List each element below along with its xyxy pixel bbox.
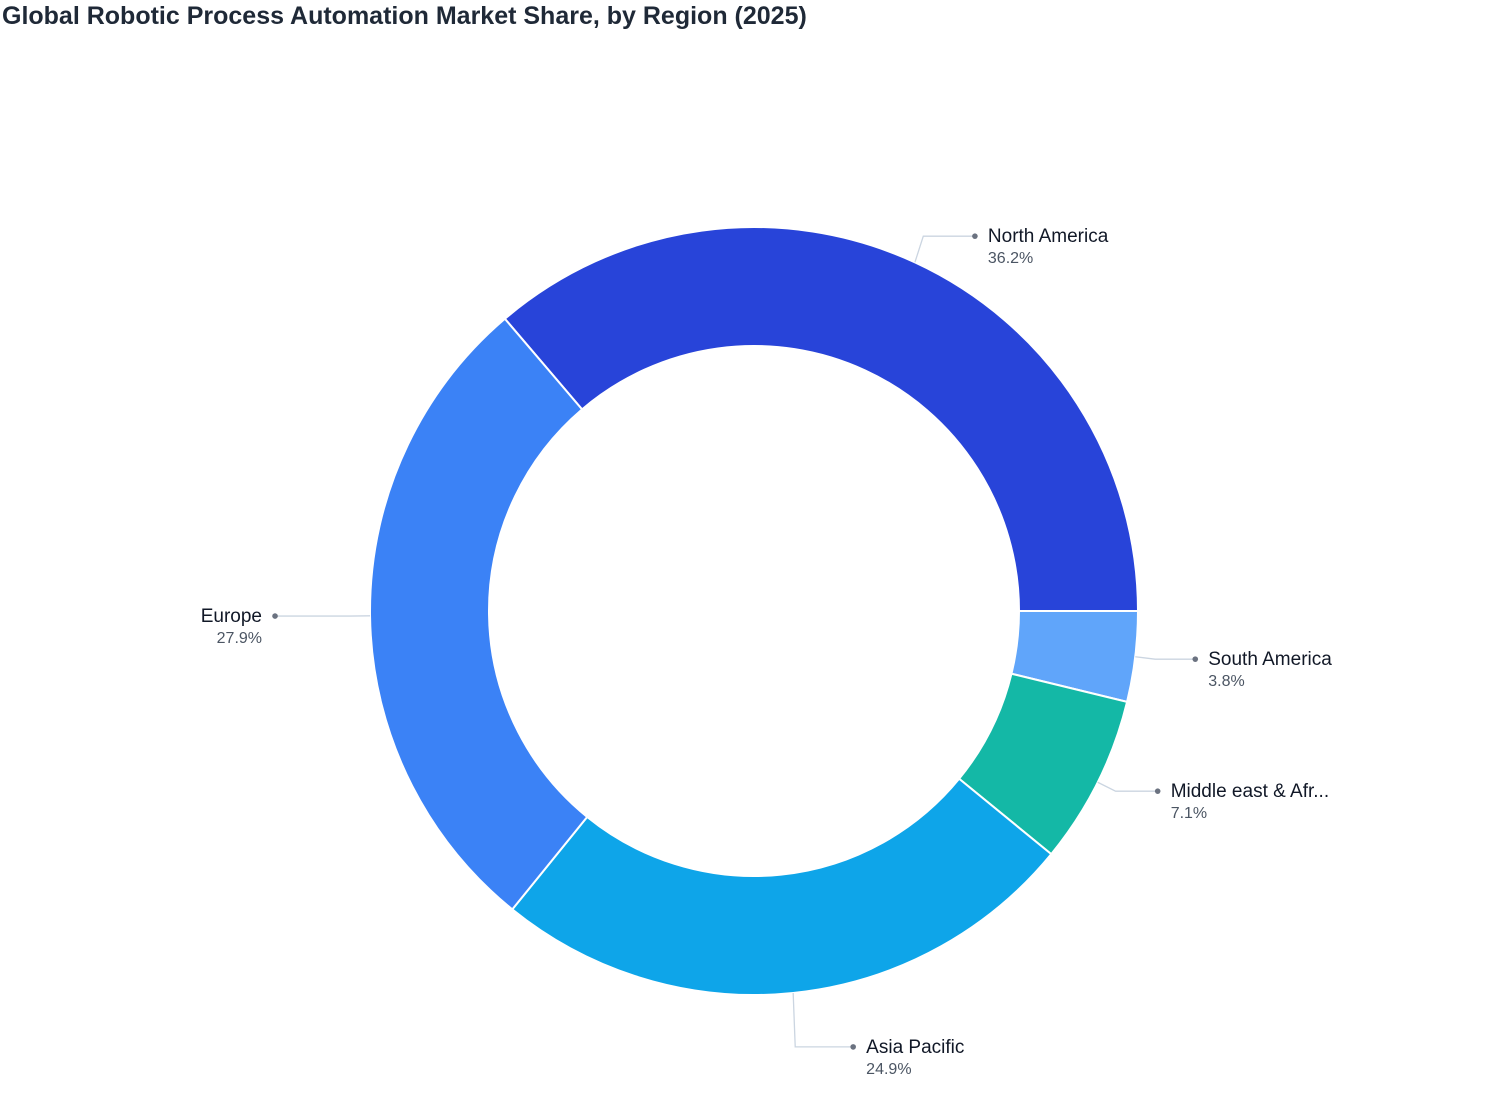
labels-layer: North America 36.2% South America 3.8% Middl…: [201, 226, 1333, 1078]
slice-label-asia-pacific: Asia Pacific: [866, 1037, 964, 1058]
slice-value-south-america: 3.8%: [1208, 673, 1244, 690]
slice-label-south-america: South America: [1208, 649, 1332, 670]
slice-value-north-america: 36.2%: [988, 250, 1033, 267]
slices-layer: [369, 226, 1140, 996]
slice-europe[interactable]: [369, 317, 589, 911]
leader-dot-north-america: [972, 233, 978, 239]
leader-dot-asia-pacific: [850, 1044, 856, 1050]
leader-dot-europe: [272, 613, 278, 619]
slice-value-asia-pacific: 24.9%: [866, 1061, 911, 1078]
leader-line-asia-pacific: [792, 992, 854, 1048]
slice-label-middle-east-africa: Middle east & Afr...: [1171, 781, 1329, 802]
leader-dot-south-america: [1192, 656, 1199, 662]
leader-dot-middle-east-africa: [1154, 788, 1161, 794]
slice-label-europe: Europe: [201, 606, 262, 627]
leader-line-south-america: [1135, 656, 1196, 660]
slice-value-middle-east-africa: 7.1%: [1171, 805, 1207, 822]
slice-north-america[interactable]: [503, 226, 1140, 612]
leader-line-middle-east-africa: [1097, 781, 1158, 792]
slice-label-north-america: North America: [988, 226, 1109, 247]
leader-line-north-america: [914, 235, 975, 263]
slice-value-europe: 27.9%: [217, 630, 262, 647]
slice-asia-pacific[interactable]: [510, 777, 1053, 996]
chart-title: Global Robotic Process Automation Market…: [2, 2, 807, 30]
